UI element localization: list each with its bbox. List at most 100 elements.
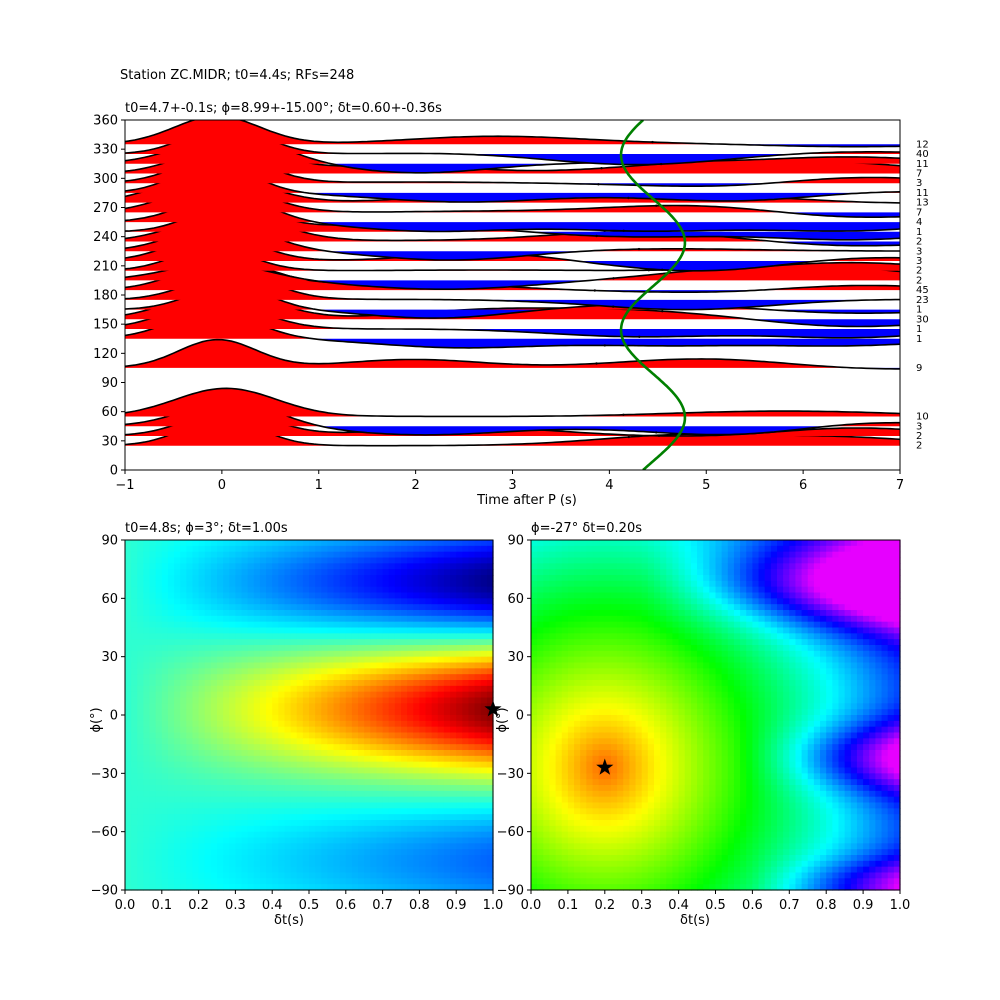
heatmap-cell xyxy=(443,580,451,588)
heatmap-cell xyxy=(592,761,600,769)
heatmap-cell xyxy=(549,557,557,564)
heatmap-cell xyxy=(468,849,476,856)
left-map-y-label: ϕ(°) xyxy=(89,707,104,732)
rf-plot-marks xyxy=(125,120,900,470)
heatmap-cell xyxy=(155,814,163,821)
heatmap-cell xyxy=(241,866,249,874)
heatmap-cell xyxy=(210,621,218,629)
heatmap-cell xyxy=(333,796,341,804)
heatmap-cell xyxy=(229,715,236,722)
heatmap-cell xyxy=(210,592,218,599)
heatmap-cell xyxy=(315,540,322,547)
heatmap-cell xyxy=(641,598,649,605)
heatmap-cell xyxy=(155,697,163,704)
heatmap-cell xyxy=(456,767,463,774)
heatmap-cell xyxy=(302,820,310,827)
heatmap-cell xyxy=(290,837,298,844)
heatmap-cell xyxy=(549,866,557,874)
heatmap-cell xyxy=(604,662,612,669)
heatmap-cell xyxy=(586,598,594,605)
heatmap-cell xyxy=(253,866,261,874)
heatmap-cell xyxy=(531,808,538,815)
heatmap-cell xyxy=(302,808,310,815)
heatmap-cell xyxy=(450,750,457,757)
heatmap-cell xyxy=(272,779,279,786)
heatmap-cell xyxy=(180,540,187,547)
heatmap-cell xyxy=(137,610,144,617)
heatmap-cell xyxy=(443,855,451,862)
heatmap-cell xyxy=(574,814,581,821)
heatmap-cell xyxy=(143,878,151,885)
heatmap-cell xyxy=(327,662,335,669)
heatmap-cell xyxy=(598,790,606,798)
heatmap-cell xyxy=(443,726,451,734)
heatmap-cell xyxy=(413,785,420,792)
heatmap-cell xyxy=(635,732,643,739)
heatmap-cell xyxy=(174,738,181,745)
heatmap-cell xyxy=(204,750,212,757)
heatmap-cell xyxy=(155,610,163,617)
heatmap-cell xyxy=(333,814,341,821)
heatmap-cell xyxy=(437,592,445,599)
heatmap-cell xyxy=(443,808,451,815)
heatmap-cell xyxy=(592,604,600,611)
heatmap-cell xyxy=(413,779,420,786)
heatmap-cell xyxy=(586,837,594,844)
heatmap-cell xyxy=(641,703,649,710)
heatmap-cell xyxy=(394,691,402,699)
heatmap-cell xyxy=(229,580,236,588)
heatmap-cell xyxy=(192,540,200,547)
heatmap-cell xyxy=(450,668,457,675)
heatmap-cell xyxy=(419,790,427,798)
heatmap-cell xyxy=(425,831,433,839)
heatmap-cell xyxy=(567,715,575,722)
heatmap-cell xyxy=(302,580,310,588)
heatmap-cell xyxy=(137,703,144,710)
heatmap-cell xyxy=(425,691,433,699)
heatmap-cell xyxy=(474,849,482,856)
heatmap-cell xyxy=(647,662,655,669)
heatmap-cell xyxy=(327,720,335,728)
rf-x-axis-label: Time after P (s) xyxy=(476,493,577,508)
heatmap-cell xyxy=(604,621,612,629)
heatmap-cell xyxy=(309,650,316,658)
heatmap-cell xyxy=(229,569,236,576)
heatmap-cell xyxy=(382,668,390,675)
heatmap-cell xyxy=(370,557,378,564)
heatmap-cell xyxy=(180,650,187,658)
heatmap-cell xyxy=(259,650,267,658)
heatmap-cell xyxy=(266,621,273,629)
heatmap-cell xyxy=(604,680,612,687)
heatmap-cell xyxy=(486,790,494,798)
heatmap-cell xyxy=(204,843,212,850)
heatmap-cell xyxy=(210,872,218,879)
heatmap-cell xyxy=(186,592,194,599)
heatmap-cell xyxy=(598,668,606,675)
heatmap-cell xyxy=(456,732,463,739)
heatmap-cell xyxy=(635,598,643,605)
heatmap-cell xyxy=(284,703,292,710)
heatmap-cell xyxy=(382,738,390,745)
heatmap-cell xyxy=(531,703,538,710)
heatmap-cell xyxy=(543,598,551,605)
heatmap-cell xyxy=(302,855,310,862)
heatmap-cell xyxy=(284,860,292,868)
heatmap-cell xyxy=(456,586,463,594)
heatmap-cell xyxy=(235,814,243,821)
heatmap-cell xyxy=(437,855,445,862)
heatmap-cell xyxy=(592,709,600,716)
heatmap-cell xyxy=(210,884,218,891)
heatmap-cell xyxy=(370,855,378,862)
heatmap-cell xyxy=(217,820,224,827)
heatmap-cell xyxy=(604,750,612,757)
heatmap-cell xyxy=(167,715,175,722)
heatmap-cell xyxy=(290,633,298,640)
heatmap-cell xyxy=(241,715,249,722)
heatmap-cell xyxy=(235,738,243,745)
heatmap-cell xyxy=(272,720,279,728)
x-tick-label: 5 xyxy=(702,478,710,493)
heatmap-cell xyxy=(223,814,230,821)
heatmap-cell xyxy=(259,680,267,687)
heatmap-cell xyxy=(253,691,261,699)
heatmap-cell xyxy=(180,825,187,833)
